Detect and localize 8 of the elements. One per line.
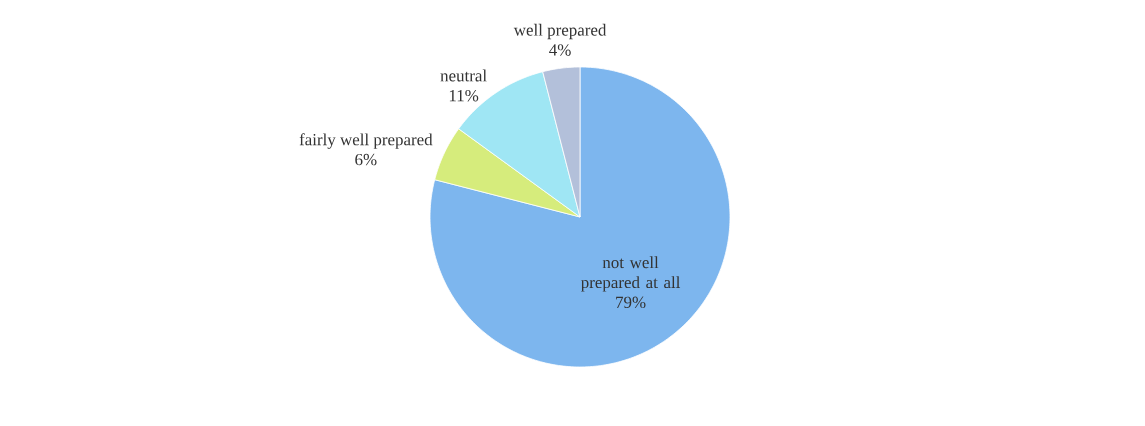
- slice-label: fairly well prepared: [299, 133, 433, 149]
- data-label: 79%: [616, 296, 646, 309]
- data-label: 11%: [449, 89, 479, 102]
- data-label: 4%: [549, 44, 571, 56]
- data-label: 6%: [355, 153, 377, 166]
- slice-label: not well prepared at all: [581, 256, 681, 292]
- slice-label: well prepared: [513, 23, 607, 40]
- slice-label: neutral: [440, 69, 487, 82]
